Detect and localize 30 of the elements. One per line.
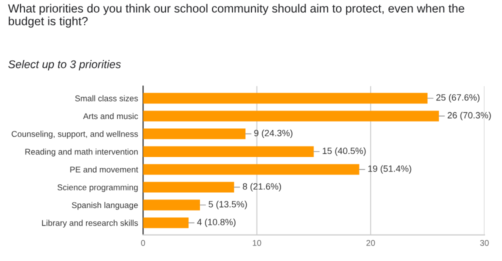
x-tick-label: 0 <box>141 240 146 246</box>
y-tick-label: PE and movement <box>70 166 138 173</box>
bar <box>143 200 200 210</box>
bar <box>143 164 360 175</box>
x-tick-label: 20 <box>366 240 375 246</box>
data-label: 19 (51.4%) <box>368 165 412 174</box>
x-tick-label: 10 <box>252 240 262 246</box>
data-label: 15 (40.5%) <box>322 147 366 156</box>
data-label: 9 (24.3%) <box>254 130 292 138</box>
y-tick-label: Reading and math intervention <box>25 148 138 156</box>
bar <box>143 128 246 140</box>
data-label: 8 (21.6%) <box>242 183 282 192</box>
bar <box>143 92 428 104</box>
y-tick-label: Library and research skills <box>42 220 138 228</box>
bar <box>143 217 189 228</box>
y-tick-label: Arts and music <box>83 113 138 120</box>
data-label: 5 (13.5%) <box>208 200 247 210</box>
y-tick-label: Small class sizes <box>75 95 138 102</box>
y-tick-label: Counseling, support, and wellness <box>12 130 138 139</box>
data-label: 25 (67.6%) <box>436 94 480 102</box>
data-label: 26 (70.3%) <box>448 112 491 120</box>
chart-title: What priorities do you think our school community should aim to protect, even when the budget is tight? <box>8 4 464 28</box>
y-tick-label: Spanish language <box>72 202 138 210</box>
bar <box>143 182 234 193</box>
bar <box>143 110 439 122</box>
data-label: 4 (10.8%) <box>197 218 236 228</box>
chart-subtitle: Select up to 3 priorities <box>8 60 121 70</box>
y-tick-label: Science programming <box>58 184 138 192</box>
bar <box>143 146 314 157</box>
x-tick-label: 30 <box>480 240 489 246</box>
